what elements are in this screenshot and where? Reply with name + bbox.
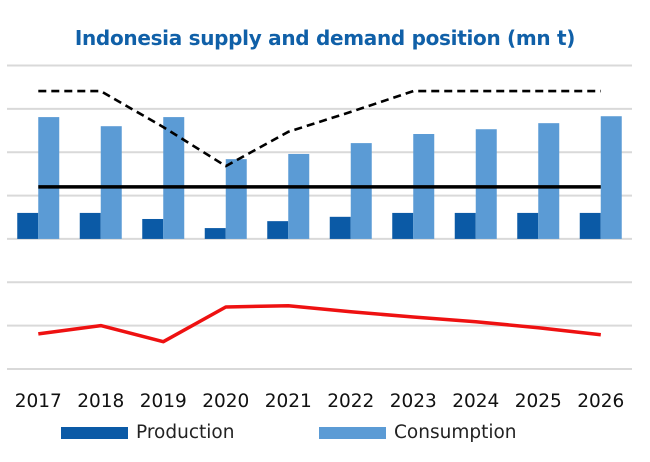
bar-production bbox=[267, 221, 289, 239]
legend-label-production: Production bbox=[136, 422, 235, 443]
x-tick-label: 2024 bbox=[452, 391, 499, 412]
line-series-red-line bbox=[38, 303, 601, 344]
legend-item-consumption: Consumption bbox=[319, 422, 517, 443]
bar-production bbox=[454, 212, 476, 239]
x-tick-label: 2021 bbox=[265, 391, 312, 412]
bar-production bbox=[329, 216, 351, 239]
bar-production bbox=[17, 212, 39, 239]
legend-swatch-consumption bbox=[319, 426, 386, 439]
x-tick-label: 2017 bbox=[15, 391, 62, 412]
legend-item-production: Production bbox=[61, 422, 234, 443]
bar-production bbox=[204, 228, 226, 239]
bar-consumption bbox=[538, 123, 560, 239]
legend-swatch-production bbox=[61, 426, 128, 439]
bar-production bbox=[579, 212, 601, 239]
bar-consumption bbox=[100, 126, 122, 239]
bar-consumption bbox=[350, 143, 372, 239]
x-tick-label: 2025 bbox=[515, 391, 562, 412]
legend-label-consumption: Consumption bbox=[394, 422, 517, 443]
x-tick-label: 2023 bbox=[390, 391, 437, 412]
bar-production bbox=[142, 218, 164, 239]
bar-consumption bbox=[38, 117, 60, 239]
bar-production bbox=[392, 212, 414, 239]
bar-production bbox=[79, 212, 101, 239]
bar-production bbox=[517, 212, 539, 239]
bar-consumption bbox=[163, 117, 185, 239]
x-axis-ticks: 2017 2018 2019 2020 2021 2022 2023 2024 2025 2026 bbox=[15, 391, 625, 412]
x-tick-label: 2026 bbox=[577, 391, 624, 412]
gridlines bbox=[7, 64, 632, 370]
x-tick-label: 2018 bbox=[77, 391, 124, 412]
line-series-dashed-line bbox=[38, 89, 601, 168]
x-tick-label: 2022 bbox=[327, 391, 374, 412]
bars bbox=[17, 116, 622, 239]
bar-consumption bbox=[600, 116, 622, 239]
bar-consumption bbox=[225, 159, 247, 239]
lines bbox=[38, 89, 601, 344]
bar-consumption bbox=[475, 129, 497, 239]
x-tick-label: 2019 bbox=[140, 391, 187, 412]
x-tick-label: 2020 bbox=[202, 391, 249, 412]
chart-title: Indonesia supply and demand position (mn… bbox=[74, 26, 576, 50]
bar-consumption bbox=[288, 153, 310, 239]
